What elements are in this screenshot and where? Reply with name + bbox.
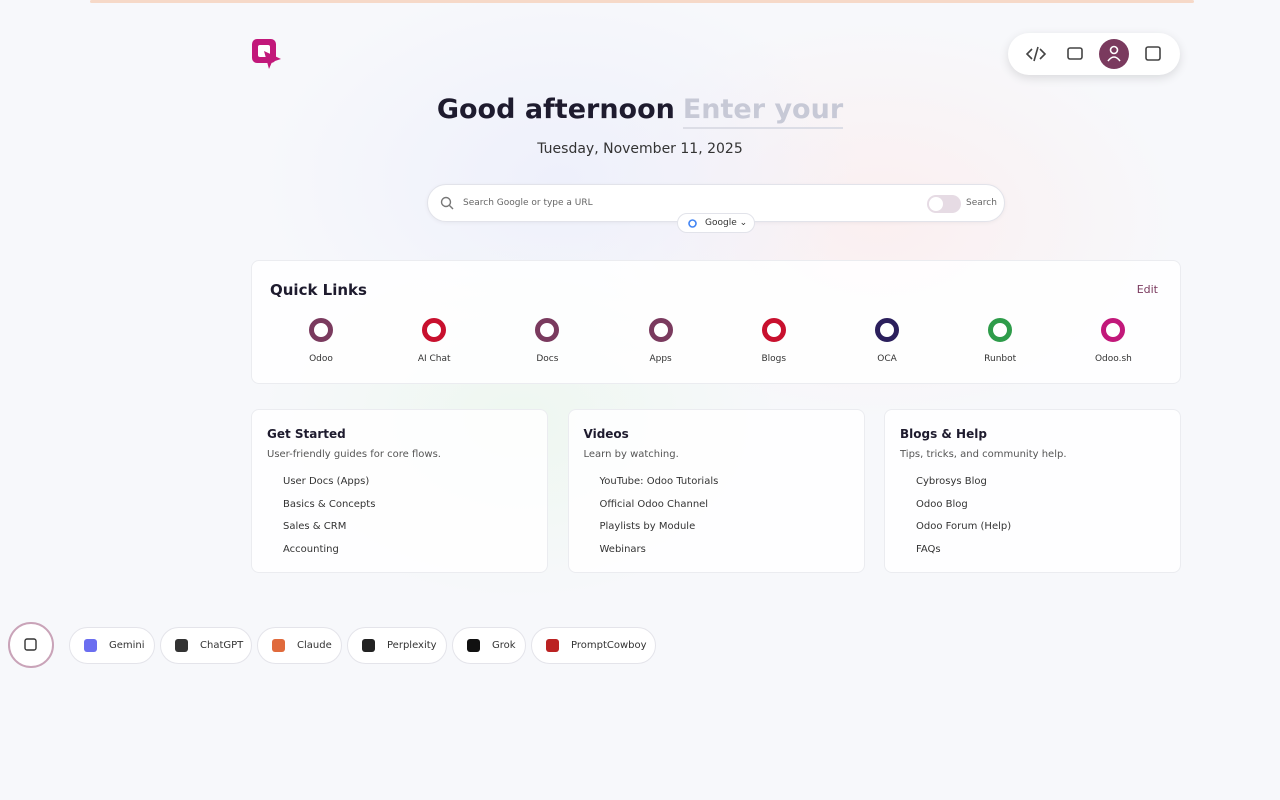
ai-tool-icon: [467, 639, 480, 652]
link-label[interactable]: Docs: [536, 354, 559, 364]
search-toggle[interactable]: [927, 195, 961, 213]
ai-tool-button[interactable]: Gemini: [69, 627, 155, 664]
edit-button[interactable]: Edit: [1136, 283, 1158, 296]
briefcase-icon[interactable]: [1067, 47, 1083, 60]
card-subtitle: Learn by watching.: [583, 449, 679, 460]
card-title: Get Started: [267, 427, 346, 441]
ai-tool-name: ChatGPT: [200, 640, 244, 651]
card-link[interactable]: Odoo Forum (Help): [916, 521, 1012, 533]
google-icon: [688, 219, 697, 228]
link-icon[interactable]: [875, 318, 899, 342]
ai-launcher[interactable]: [8, 622, 54, 668]
link-icon[interactable]: [535, 318, 560, 342]
ai-tool-name: PromptCowboy: [571, 640, 647, 651]
date: Tuesday, November 11, 2025: [537, 141, 743, 157]
info-card: Get Started User-friendly guides for core…: [251, 409, 548, 573]
card-link[interactable]: Accounting: [283, 544, 339, 556]
card-subtitle: Tips, tricks, and community help.: [900, 449, 1067, 460]
info-card: Blogs & Help Tips, tricks, and community …: [884, 409, 1181, 573]
toolbar: [1008, 33, 1180, 75]
code-icon[interactable]: [1025, 46, 1047, 62]
card-subtitle: User-friendly guides for core flows.: [267, 449, 441, 460]
card-link[interactable]: Basics & Concepts: [283, 498, 376, 510]
link-icon[interactable]: [988, 318, 1013, 342]
ai-tool-name: Claude: [297, 640, 332, 651]
link-label[interactable]: Odoo.sh: [1094, 354, 1132, 364]
link-icon[interactable]: [1101, 318, 1126, 342]
news-icon[interactable]: [1145, 46, 1161, 61]
card-link[interactable]: Webinars: [599, 544, 646, 556]
card-link[interactable]: YouTube: Odoo Tutorials: [599, 476, 719, 487]
info-card: Videos Learn by watching. YouTube: Odoo Tu…: [567, 409, 865, 573]
ai-tool-icon: [546, 639, 559, 652]
card-link[interactable]: Odoo Blog: [916, 498, 968, 510]
search-placeholder: Search Google or type a URL: [463, 198, 593, 208]
ai-tool-button[interactable]: Claude: [257, 627, 342, 664]
ai-tool-icon: [84, 639, 97, 652]
link-icon[interactable]: [648, 318, 673, 342]
ai-tool-icon: [362, 639, 375, 652]
ai-tool-button[interactable]: ChatGPT: [160, 627, 252, 664]
ai-tool-icon: [175, 639, 188, 652]
link-icon[interactable]: [422, 318, 447, 342]
link-label[interactable]: AI Chat: [417, 354, 451, 364]
card-link[interactable]: Cybrosys Blog: [916, 476, 987, 487]
ai-launcher-icon: [24, 638, 37, 651]
search-icon: [440, 196, 454, 210]
quick-links-card: Quick Links Edit Odoo AI Chat Docs Apps Blog…: [251, 260, 1181, 384]
link-icon[interactable]: [309, 318, 333, 342]
ai-tool-name: Gemini: [109, 640, 145, 651]
greeting: Good afternoon: [436, 94, 675, 125]
link-icon[interactable]: [761, 318, 786, 342]
engine-select[interactable]: Google ⌄: [677, 213, 755, 233]
ai-tool-name: Perplexity: [387, 640, 437, 651]
card-link[interactable]: FAQs: [916, 544, 941, 556]
card-link[interactable]: Sales & CRM: [283, 521, 347, 533]
quick-links-title: Quick Links: [270, 281, 367, 299]
top-bar: [90, 0, 1194, 3]
card-link[interactable]: User Docs (Apps): [283, 476, 370, 487]
engine-name: Google: [705, 218, 737, 228]
card-link[interactable]: Playlists by Module: [599, 521, 696, 533]
ai-tool-name: Grok: [492, 640, 516, 651]
ai-tool-button[interactable]: PromptCowboy: [531, 627, 656, 664]
ai-tool-button[interactable]: Perplexity: [347, 627, 447, 664]
toolbar-icons: [1025, 39, 1161, 69]
card-title: Videos: [583, 427, 629, 441]
link-label[interactable]: Runbot: [984, 354, 1017, 364]
greeting-row: Good afternoon Enter your: [0, 94, 1280, 129]
toggle-label: Search: [966, 198, 997, 208]
card-title: Blogs & Help: [900, 427, 987, 441]
name-input[interactable]: Enter your: [682, 94, 844, 129]
logo[interactable]: [250, 37, 284, 71]
ai-tool-icon: [272, 639, 285, 652]
card-link[interactable]: Official Odoo Channel: [599, 498, 709, 510]
ai-tool-button[interactable]: Grok: [452, 627, 526, 664]
link-label[interactable]: Odoo: [309, 354, 333, 364]
link-label[interactable]: OCA: [877, 354, 897, 364]
link-label[interactable]: Apps: [649, 354, 672, 364]
link-label[interactable]: Blogs: [761, 354, 787, 364]
